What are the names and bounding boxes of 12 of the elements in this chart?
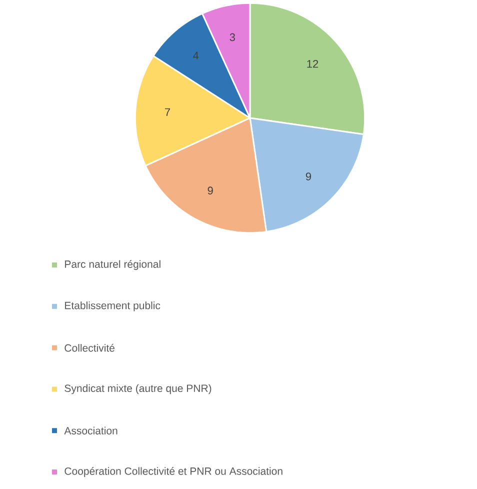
legend-label: Collectivité xyxy=(64,344,114,352)
data-label: 7 xyxy=(165,108,170,116)
legend-label: Syndicat mixte (autre que PNR) xyxy=(64,384,212,394)
legend-label: Etablissement public xyxy=(65,302,160,312)
data-label: 9 xyxy=(208,186,213,194)
legend-label: Parc naturel régional xyxy=(65,260,160,270)
data-label: 4 xyxy=(193,52,199,60)
data-label: 9 xyxy=(306,172,312,180)
data-label: 12 xyxy=(307,60,318,68)
legend-label: Coopération Collectivité et PNR ou Association xyxy=(64,467,282,477)
legend-label: Association xyxy=(64,426,118,434)
data-label: 3 xyxy=(230,33,235,42)
